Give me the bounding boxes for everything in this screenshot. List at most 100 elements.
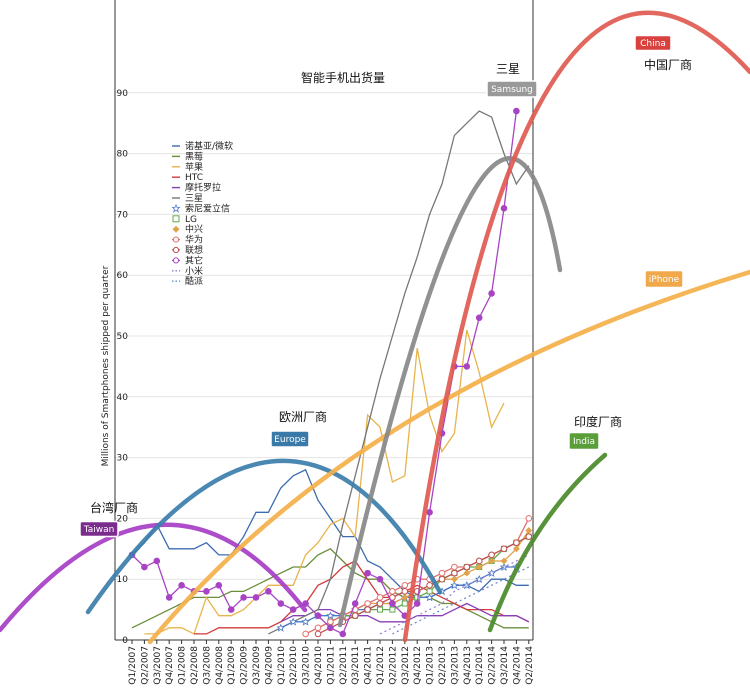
region-label: 台湾厂商 xyxy=(90,500,138,515)
series-11-point xyxy=(376,575,384,583)
series-10-point xyxy=(451,569,458,577)
series-11-point xyxy=(314,612,322,619)
series-9-point xyxy=(389,588,396,595)
x-tick-label: Q4/2014 xyxy=(512,646,522,685)
x-tick-label: Q3/2009 xyxy=(252,646,262,685)
legend-label: 诺基亚/微软 xyxy=(185,140,233,152)
series-6-point xyxy=(276,623,285,632)
series-10-point xyxy=(488,551,495,559)
legend-item: LG xyxy=(172,215,197,225)
series-11-point xyxy=(475,314,483,322)
series-13 xyxy=(392,566,530,635)
series-6-point xyxy=(425,593,434,602)
x-tick-label: Q4/2007 xyxy=(165,646,175,685)
legend-label: 中兴 xyxy=(185,223,203,235)
series-9-point xyxy=(438,569,446,577)
badge-label: iPhone xyxy=(649,275,680,285)
legend-label: 黑莓 xyxy=(185,150,203,162)
series-3 xyxy=(194,560,530,635)
legend-item: 黑莓 xyxy=(172,150,203,162)
series-11-point xyxy=(141,563,148,571)
series-11-point xyxy=(500,205,508,212)
x-tick-label: Q2/2013 xyxy=(438,646,448,685)
x-tick-label: Q3/2014 xyxy=(500,646,510,685)
legend-label: 其它 xyxy=(185,254,203,266)
badge-samsung: Samsung xyxy=(486,80,538,98)
legend-label: 索尼爱立信 xyxy=(185,202,230,214)
annotations: 智能手机出货量三星SamsungChina中国厂商iPhone欧洲厂商Europ… xyxy=(79,34,692,538)
series-10-point xyxy=(500,545,508,553)
series-11-point xyxy=(215,581,223,589)
legend-label: 摩托罗拉 xyxy=(185,182,221,194)
series-4 xyxy=(280,602,530,623)
x-tick-label: Q4/2009 xyxy=(264,646,274,685)
legend-label: 苹果 xyxy=(185,161,203,173)
x-tick-label: Q2/2008 xyxy=(190,646,200,685)
legend-item: 苹果 xyxy=(172,161,203,173)
series-9-point xyxy=(376,594,384,601)
legend-item: 华为 xyxy=(172,234,203,246)
x-tick-label: Q2/2010 xyxy=(289,646,299,685)
x-axis-ticks: Q1/2007 Q2/2007 Q3/2007 Q4/2007 Q1/2008 Q2/20… xyxy=(128,640,535,685)
x-tick-label: Q3/2013 xyxy=(450,646,460,685)
x-tick-label: Q4/2012 xyxy=(413,646,423,685)
series-10-point xyxy=(426,581,433,589)
series-5 xyxy=(268,110,530,635)
legend-label: 联想 xyxy=(185,244,203,256)
x-tick-label: Q2/2014 xyxy=(525,646,535,685)
badge-europe: Europe xyxy=(270,430,310,448)
series-10-point xyxy=(475,557,483,565)
y-tick-label: 0 xyxy=(122,636,128,646)
legend-item: 摩托罗拉 xyxy=(172,182,221,194)
series-11-point xyxy=(178,581,185,589)
series-10-point xyxy=(351,612,359,619)
y-axis-ticks: 0 10 20 30 40 50 60 70 80 90 xyxy=(117,89,129,646)
series-6-point xyxy=(289,617,298,626)
badge-china: China xyxy=(634,34,672,52)
x-tick-label: Q2/2011 xyxy=(339,646,349,685)
x-tick-label: Q1/2010 xyxy=(277,646,287,685)
series-11-point xyxy=(389,600,396,607)
series-11-point xyxy=(165,594,173,601)
y-tick-label: 20 xyxy=(117,514,129,524)
y-tick-label: 80 xyxy=(117,150,129,160)
y-tick-label: 50 xyxy=(117,332,129,342)
legend-label: 华为 xyxy=(185,234,203,246)
legend-item: 其它 xyxy=(172,254,203,266)
series-3-line xyxy=(194,560,530,635)
series-11-point xyxy=(277,600,285,607)
x-tick-label: Q4/2011 xyxy=(364,646,374,685)
series-11-point xyxy=(426,509,433,516)
series-7-point xyxy=(389,606,396,613)
series-11-point xyxy=(488,290,495,297)
x-tick-label: Q4/2008 xyxy=(215,646,225,685)
series-11-point xyxy=(153,557,161,565)
series-11-point xyxy=(265,588,272,595)
region-label: 印度厂商 xyxy=(574,414,622,429)
legend-item: 酷派 xyxy=(172,275,203,287)
y-tick-label: 40 xyxy=(117,393,129,403)
y-axis-label: Millions of Smartphones shipped per quar… xyxy=(101,265,111,466)
series-13-line xyxy=(392,566,530,635)
x-tick-label: Q1/2009 xyxy=(227,646,237,685)
x-tick-label: Q1/2008 xyxy=(178,646,188,685)
trend-arc-india xyxy=(487,452,608,633)
x-tick-label: Q1/2013 xyxy=(426,646,436,685)
trend-arcs xyxy=(0,10,750,645)
legend-label: LG xyxy=(185,215,197,225)
badge-label: Samsung xyxy=(491,85,533,95)
x-tick-label: Q2/2012 xyxy=(388,646,398,685)
x-tick-label: Q3/2008 xyxy=(202,646,212,685)
badge-label: Europe xyxy=(274,435,306,445)
series-11-point xyxy=(339,630,347,638)
x-tick-label: Q3/2010 xyxy=(302,646,312,685)
series-10-point xyxy=(376,600,384,607)
y-tick-label: 70 xyxy=(117,210,129,220)
x-tick-label: Q3/2011 xyxy=(351,646,361,685)
x-tick-label: Q3/2007 xyxy=(153,646,163,685)
legend-label: 小米 xyxy=(185,265,203,277)
legend-item: 诺基亚/微软 xyxy=(172,140,233,152)
series-8-point xyxy=(463,569,471,577)
series-11-point xyxy=(351,600,359,607)
